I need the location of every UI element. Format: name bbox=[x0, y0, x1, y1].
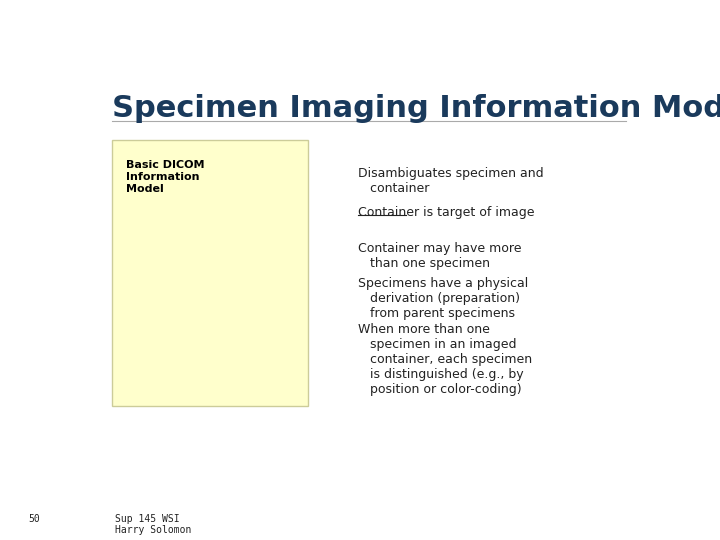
FancyBboxPatch shape bbox=[112, 140, 307, 406]
Text: When more than one
   specimen in an imaged
   container, each specimen
   is di: When more than one specimen in an imaged… bbox=[358, 322, 532, 396]
Text: Sup 145 WSI
Harry Solomon: Sup 145 WSI Harry Solomon bbox=[115, 514, 192, 535]
Text: Basic DICOM
Information
Model: Basic DICOM Information Model bbox=[126, 160, 204, 194]
Text: Specimens have a physical
   derivation (preparation)
   from parent specimens: Specimens have a physical derivation (pr… bbox=[358, 277, 528, 320]
Text: Container is target of image: Container is target of image bbox=[358, 206, 534, 219]
Text: Container may have more
   than one specimen: Container may have more than one specime… bbox=[358, 241, 521, 269]
Text: Specimen Imaging Information Model: Specimen Imaging Information Model bbox=[112, 94, 720, 123]
Text: 50: 50 bbox=[29, 514, 40, 524]
Text: Disambiguates specimen and
   container: Disambiguates specimen and container bbox=[358, 167, 544, 195]
